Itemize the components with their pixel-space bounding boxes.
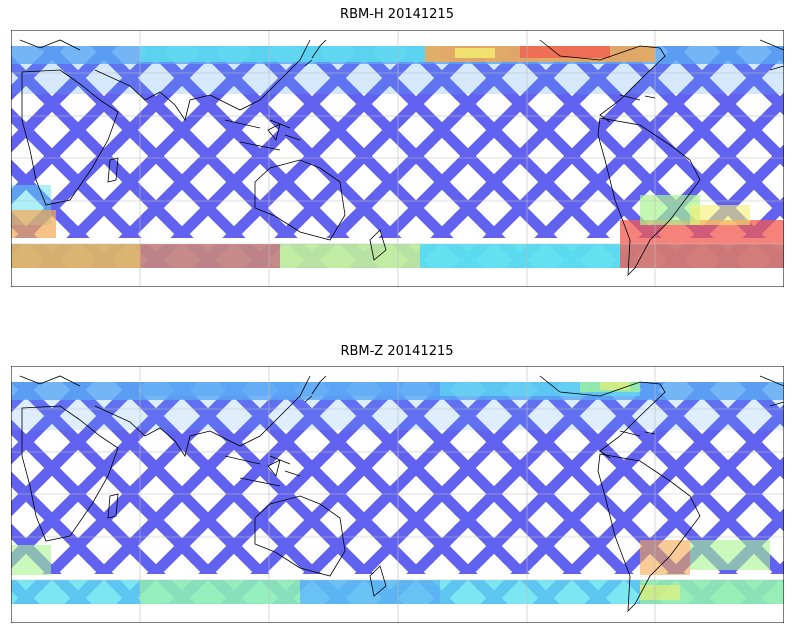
panel-title-rbm-z: RBM-Z 20141215 (340, 344, 454, 359)
graticule (11, 30, 784, 287)
coastlines (19, 39, 784, 277)
map-panel-rbm-z (11, 366, 784, 623)
graticule (11, 366, 784, 623)
map-panel-rbm-h (11, 30, 784, 287)
panel-title-rbm-h: RBM-H 20141215 (340, 7, 454, 22)
coastlines (19, 375, 784, 613)
